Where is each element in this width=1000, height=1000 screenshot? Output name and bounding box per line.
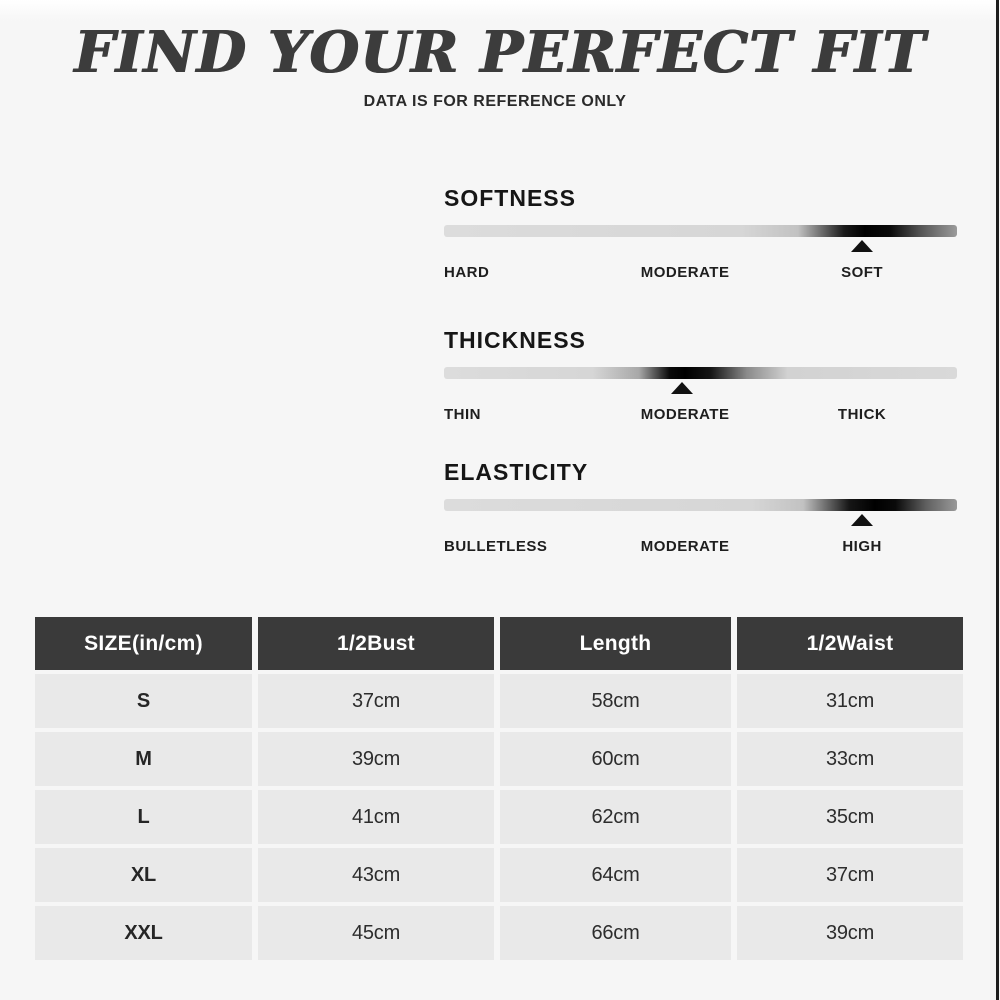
scale-section-thickness: THICKNESS THIN MODERATE THICK — [444, 327, 957, 423]
scale-label-mid: MODERATE — [640, 406, 730, 423]
table-cell-size: L — [35, 790, 252, 844]
scale-label-high: HIGH — [842, 538, 882, 555]
size-table: SIZE(in/cm) 1/2Bust Length 1/2Waist S 37… — [35, 617, 963, 960]
page-subtitle: DATA IS FOR REFERENCE ONLY — [363, 93, 627, 110]
scale-title-softness: SOFTNESS — [444, 185, 576, 211]
table-cell-waist: 39cm — [737, 906, 963, 960]
right-edge-line — [996, 0, 999, 1000]
table-cell-waist: 37cm — [737, 848, 963, 902]
page-title: FIND YOUR PERFECT FIT — [74, 19, 926, 86]
table-cell-size: S — [35, 674, 252, 728]
scale-label-low: HARD — [444, 264, 490, 281]
table-cell-size: XXL — [35, 906, 252, 960]
scale-title-elasticity: ELASTICITY — [444, 459, 589, 485]
softness-gradient-bar — [444, 225, 957, 237]
table-cell-waist: 35cm — [737, 790, 963, 844]
scale-bar-area: THIN MODERATE THICK — [444, 367, 957, 423]
scale-label-low: BULLETLESS — [444, 538, 548, 555]
scale-title-thickness: THICKNESS — [444, 327, 586, 353]
table-cell-waist: 33cm — [737, 732, 963, 786]
table-header-bust: 1/2Bust — [258, 617, 494, 670]
scale-labels: THIN MODERATE THICK — [444, 406, 957, 424]
scale-label-low: THIN — [444, 406, 481, 423]
marker-triangle-icon — [851, 514, 874, 526]
table-cell-bust: 45cm — [258, 906, 494, 960]
table-cell-size: M — [35, 732, 252, 786]
table-cell-bust: 37cm — [258, 674, 494, 728]
table-cell-bust: 41cm — [258, 790, 494, 844]
table-header-waist: 1/2Waist — [737, 617, 963, 670]
scale-label-high: SOFT — [841, 264, 884, 281]
elasticity-gradient-bar — [444, 499, 957, 511]
table-cell-waist: 31cm — [737, 674, 963, 728]
scale-label-mid: MODERATE — [640, 538, 730, 555]
table-cell-length: 60cm — [500, 732, 731, 786]
scale-bar-area: BULLETLESS MODERATE HIGH — [444, 499, 957, 555]
table-cell-bust: 43cm — [258, 848, 494, 902]
table-cell-size: XL — [35, 848, 252, 902]
scale-labels: HARD MODERATE SOFT — [444, 264, 957, 282]
table-cell-bust: 39cm — [258, 732, 494, 786]
marker-triangle-icon — [851, 240, 874, 252]
scale-label-high: THICK — [837, 406, 887, 423]
table-cell-length: 58cm — [500, 674, 731, 728]
scale-bar-area: HARD MODERATE SOFT — [444, 225, 957, 281]
thickness-gradient-bar — [444, 367, 957, 379]
table-header-length: Length — [500, 617, 731, 670]
scale-label-mid: MODERATE — [640, 264, 730, 281]
scale-section-softness: SOFTNESS HARD MODERATE SOFT — [444, 185, 957, 281]
table-cell-length: 64cm — [500, 848, 731, 902]
table-header-size: SIZE(in/cm) — [35, 617, 252, 670]
scale-section-elasticity: ELASTICITY BULLETLESS MODERATE HIGH — [444, 459, 957, 555]
marker-triangle-icon — [670, 382, 693, 394]
scale-labels: BULLETLESS MODERATE HIGH — [444, 538, 957, 556]
table-cell-length: 62cm — [500, 790, 731, 844]
table-cell-length: 66cm — [500, 906, 731, 960]
